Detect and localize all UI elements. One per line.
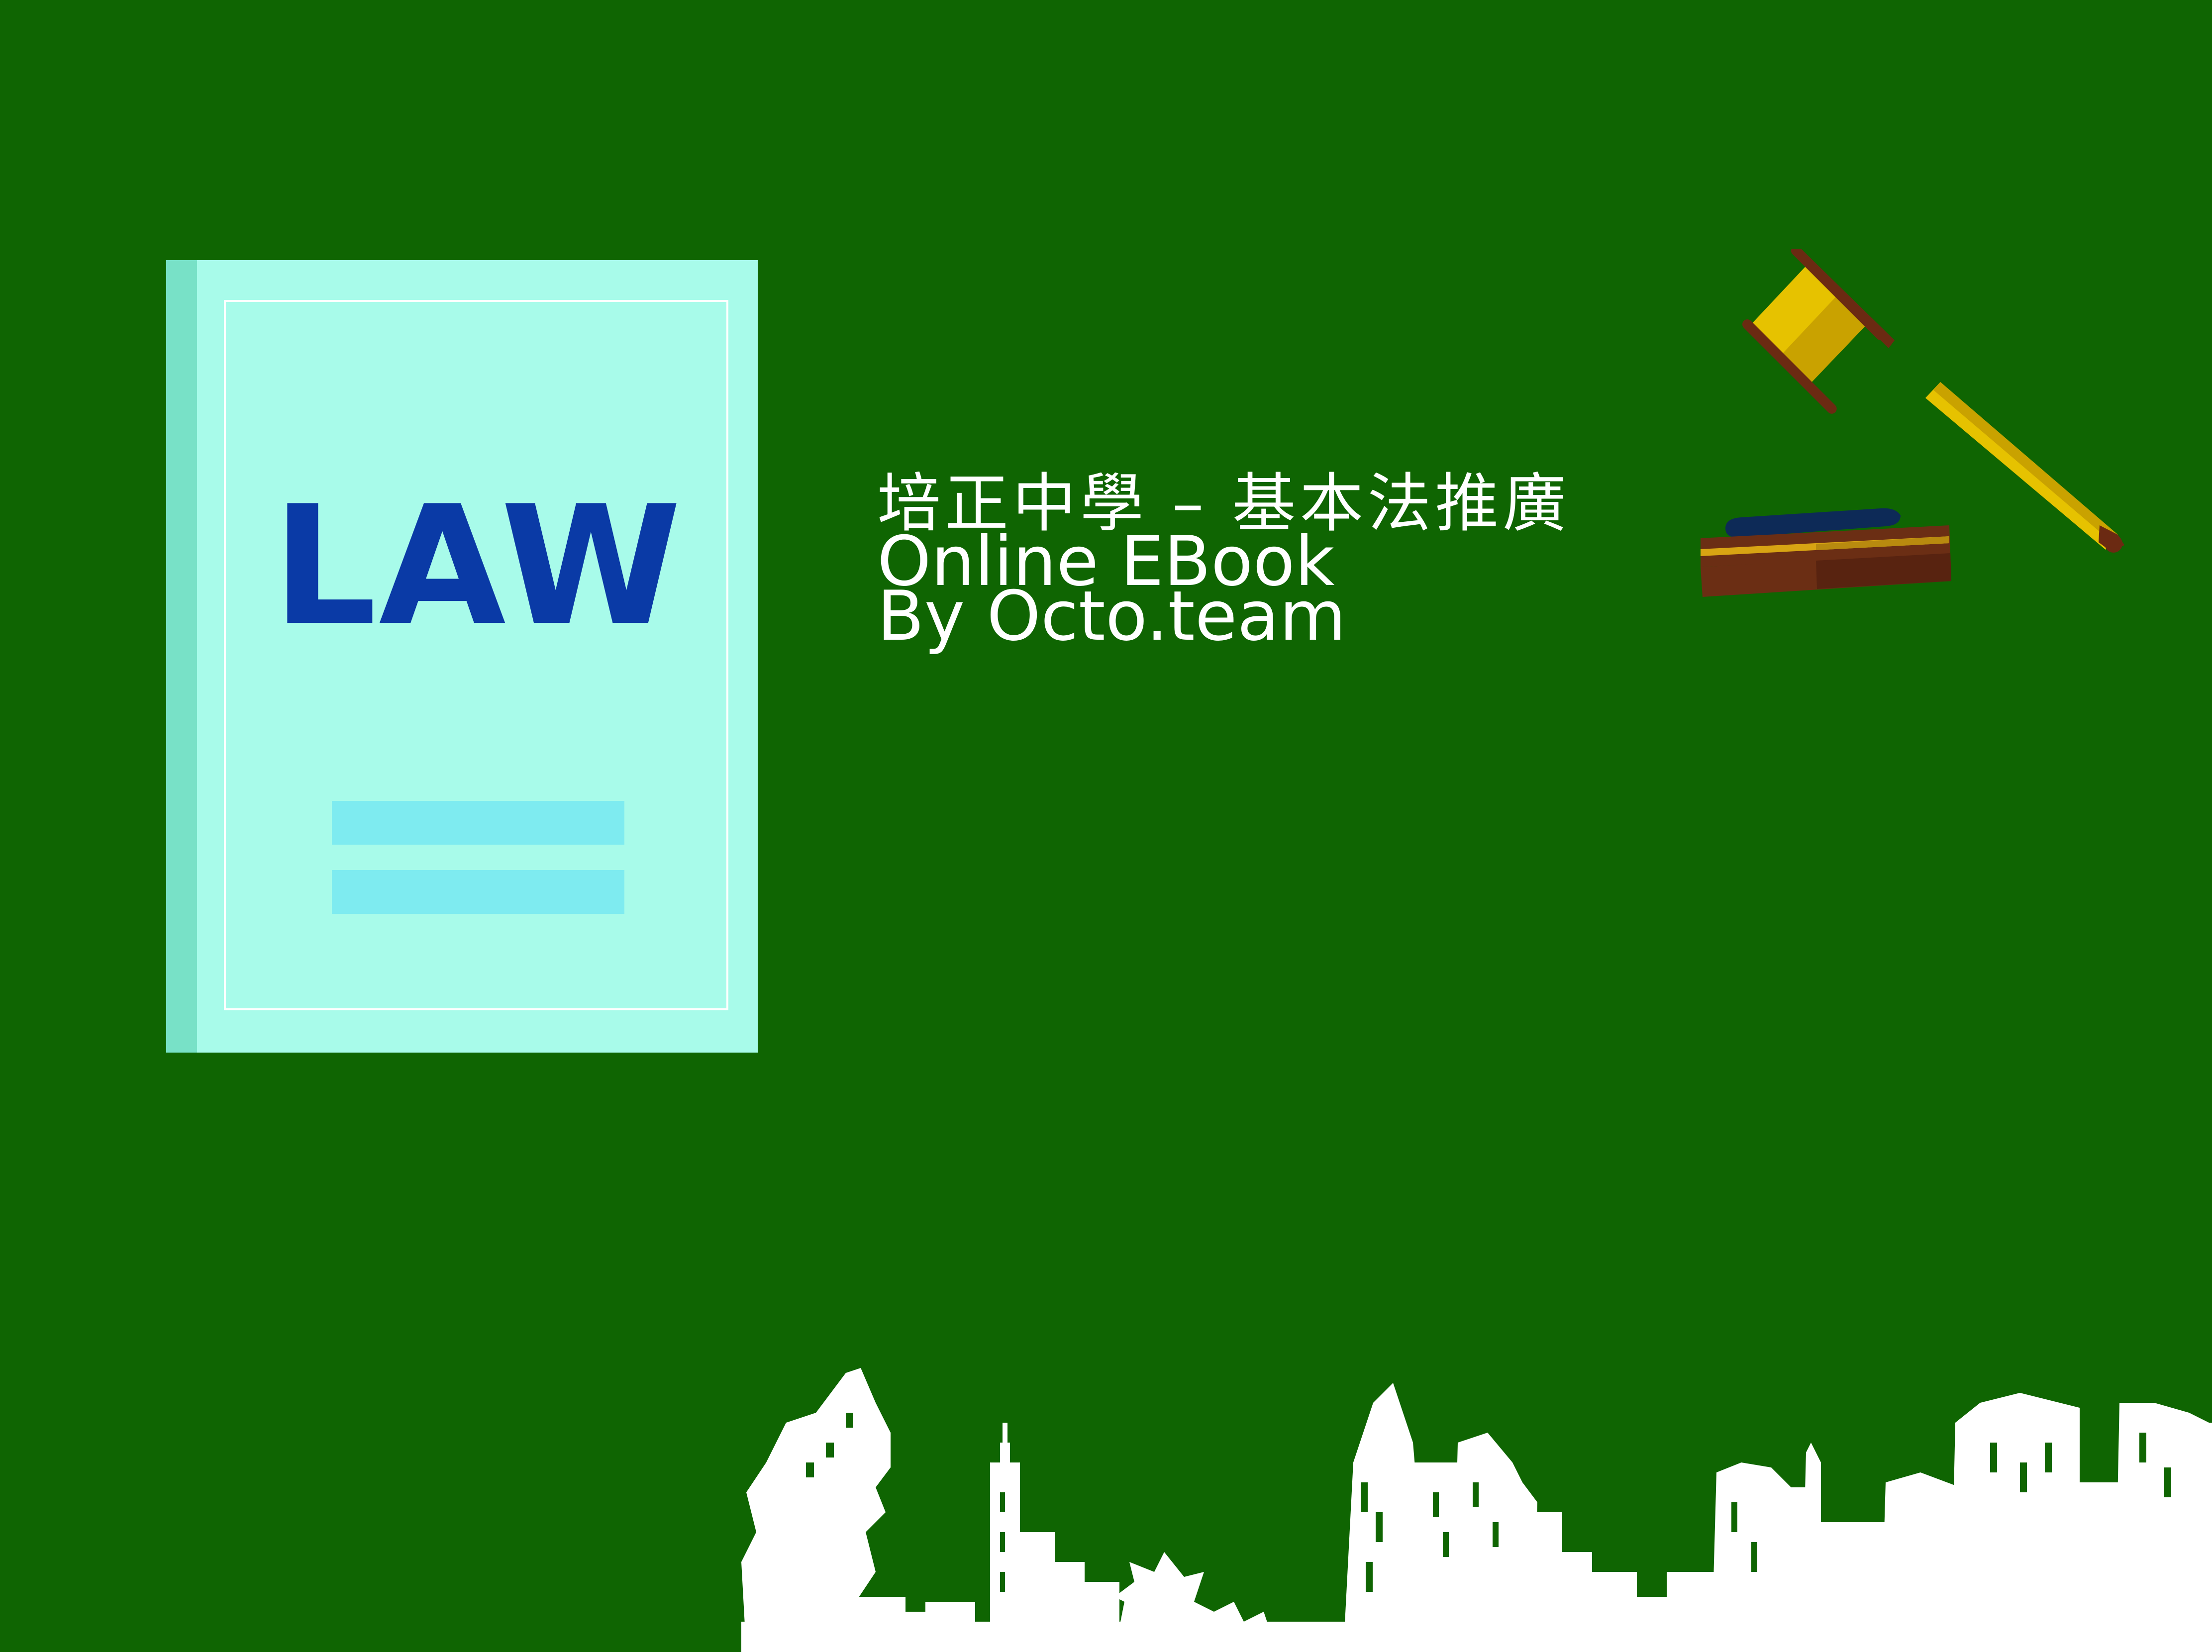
- heading-line-school: 培正中學 – 基本法推廣: [877, 467, 1571, 541]
- heading-line-author: By Octo.team: [877, 576, 1346, 656]
- city-skyline: [741, 1368, 2212, 1652]
- gavel-icon: [1701, 249, 2124, 597]
- book-decor-bar-bottom: [332, 870, 624, 914]
- gavel-head: [1742, 249, 1895, 414]
- book-frame: [224, 300, 728, 1010]
- cover-heading: 培正中學 – 基本法推廣 Online EBook By Octo.team: [877, 467, 1571, 656]
- sound-block: [1701, 508, 1951, 597]
- book-decor-bar-top: [332, 801, 624, 845]
- book-spine: [166, 260, 197, 1053]
- book-title: LAW: [272, 471, 684, 662]
- law-book-illustration: LAW: [166, 260, 758, 1053]
- heading-line-ebook: Online EBook: [877, 521, 1335, 601]
- gavel-handle: [1925, 382, 2124, 553]
